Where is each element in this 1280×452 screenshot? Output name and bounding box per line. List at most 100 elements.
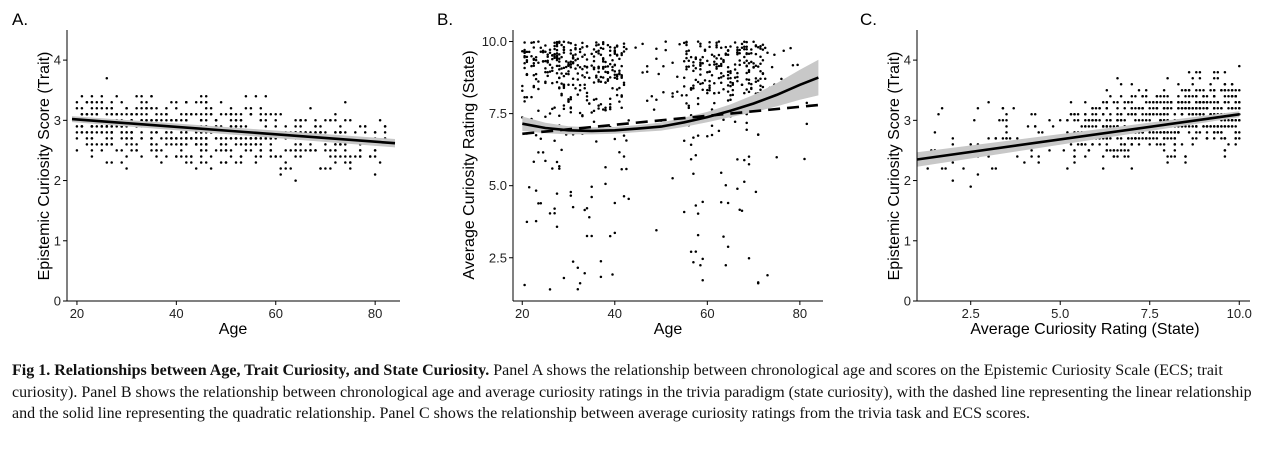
panel-c-point xyxy=(1234,88,1237,92)
panel-b-point xyxy=(747,90,751,94)
panel-b-point xyxy=(611,273,614,276)
panel-b-point xyxy=(562,74,566,78)
panel-b-point xyxy=(585,66,589,69)
panel-b-point xyxy=(590,111,593,114)
panel-b-point xyxy=(689,250,693,254)
panel-a-point xyxy=(229,155,233,158)
panel-b-point xyxy=(588,216,591,219)
panel-a-point xyxy=(354,131,357,134)
panel-b-point xyxy=(671,61,674,64)
panel-b-point xyxy=(599,75,603,79)
panel-a-point xyxy=(264,113,268,116)
panel-b-point xyxy=(710,133,714,137)
panel-b-point xyxy=(766,273,769,277)
panel-b-linear-fit-line xyxy=(522,103,819,136)
panel-a-point xyxy=(329,149,332,152)
panel-a-point xyxy=(373,173,377,176)
panel-c-point xyxy=(1087,119,1091,122)
panel-a-point xyxy=(209,155,213,158)
panel-a-point xyxy=(170,137,173,140)
panel-c-point xyxy=(1084,113,1087,116)
panel-a-point xyxy=(130,143,133,146)
panel-c-point xyxy=(1212,125,1216,128)
panel-b-point xyxy=(590,234,593,238)
panel-b-point xyxy=(611,68,614,72)
panel-a-point xyxy=(135,107,138,110)
panel-b-point xyxy=(608,234,612,238)
panel-c-point xyxy=(940,167,944,170)
panel-c-point xyxy=(1076,143,1080,146)
panel-a-point xyxy=(194,143,198,146)
panel-b-point xyxy=(585,207,589,210)
panel-b-point xyxy=(726,84,730,87)
panel-c-point xyxy=(1116,155,1119,158)
panel-b-point xyxy=(622,45,626,49)
panel-a-point xyxy=(234,143,238,146)
panel-b-point xyxy=(569,194,573,197)
panel-c-point xyxy=(1130,137,1134,140)
panel-c-point xyxy=(1227,94,1230,98)
panel-c-point xyxy=(1066,167,1069,170)
panel-b-point xyxy=(578,89,582,92)
panel-c-point xyxy=(1041,131,1044,134)
panel-c-point xyxy=(1162,149,1166,152)
panel-b-point xyxy=(627,197,630,201)
panel-c-point xyxy=(1001,137,1005,140)
panel-c-point xyxy=(1152,137,1155,140)
panel-c-x-tick-label: 5.0 xyxy=(1051,306,1069,321)
panel-b-point xyxy=(581,55,584,58)
panel-c-point xyxy=(1205,131,1209,134)
panel-c-y-tick-label: 3 xyxy=(904,113,911,128)
panel-c-point xyxy=(1098,143,1101,146)
panel-a-point xyxy=(334,113,337,116)
panel-b-point xyxy=(608,102,612,106)
panel-c-point xyxy=(1177,94,1180,98)
panel-b-point xyxy=(756,133,760,137)
panel-b-point xyxy=(696,102,700,106)
panel-b-points xyxy=(521,40,809,291)
panel-c-point xyxy=(1116,101,1119,104)
panel-b-point xyxy=(553,47,556,51)
panel-a-point xyxy=(75,107,79,110)
panel-c-point xyxy=(1195,113,1198,116)
panel-c-point xyxy=(951,161,955,164)
panel-a-point xyxy=(204,149,208,152)
panel-a-x-tick-label: 60 xyxy=(269,306,283,321)
panel-b-point xyxy=(562,45,566,49)
panel-a-point xyxy=(90,155,94,158)
panel-b-point xyxy=(576,72,580,75)
panel-c-point xyxy=(1080,125,1083,128)
panel-b-point xyxy=(745,52,748,55)
panel-a-point xyxy=(175,101,178,104)
panel-b-point xyxy=(558,165,561,168)
panel-b-point xyxy=(756,65,760,68)
panel-c-point xyxy=(1112,155,1116,158)
panel-b-point xyxy=(576,78,580,81)
panel-b-point xyxy=(620,64,623,68)
panel-a-point xyxy=(185,137,188,140)
panel-a-point xyxy=(264,119,268,122)
panel-b-point xyxy=(613,52,617,55)
panel-b-point xyxy=(733,120,737,123)
panel-b-point xyxy=(710,74,714,77)
panel-a-point xyxy=(244,143,248,146)
panel-a-point xyxy=(259,119,263,122)
panel-b-point xyxy=(601,65,605,69)
panel-a-point xyxy=(85,101,89,104)
panel-c-point xyxy=(1109,94,1112,98)
panel-b-point xyxy=(719,57,723,60)
panel-b-point xyxy=(560,55,563,59)
panel-c-point xyxy=(1144,119,1148,122)
panel-b-point xyxy=(558,86,561,89)
panel-c-point xyxy=(1116,149,1119,152)
panel-a-point xyxy=(214,119,218,122)
panel-a-point xyxy=(175,137,178,140)
panel-a-point xyxy=(358,149,362,152)
panel-c-point xyxy=(1008,137,1012,140)
panel-b-point xyxy=(717,129,721,133)
panel-a-point xyxy=(304,119,307,122)
panel-b-point xyxy=(729,94,732,97)
panel-b-point xyxy=(759,88,762,92)
panel-b-point xyxy=(548,288,552,291)
panel-a-point xyxy=(95,113,99,116)
